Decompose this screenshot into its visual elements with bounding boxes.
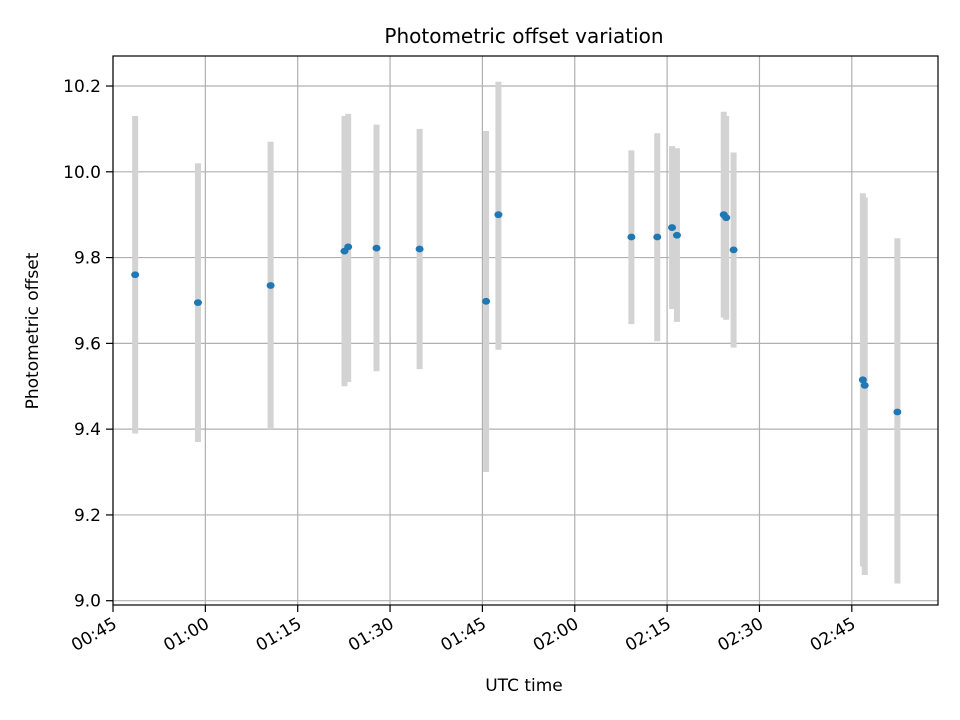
x-tick-label: 01:15: [253, 614, 305, 656]
y-tick-label: 10.2: [63, 77, 101, 97]
data-point: [266, 282, 275, 289]
data-point: [494, 211, 503, 219]
grid: [112, 56, 938, 605]
x-tick-label: 02:15: [622, 614, 674, 656]
x-tick-label: 01:30: [345, 614, 397, 656]
x-tick-label: 02:45: [807, 614, 859, 656]
data-point: [415, 245, 424, 253]
x-tick-label: 01:00: [160, 614, 212, 656]
y-tick-label: 9.2: [74, 506, 101, 526]
x-tick-label: 02:00: [530, 614, 582, 656]
data-point: [627, 233, 636, 241]
data-point: [858, 376, 867, 384]
data-point: [893, 408, 902, 416]
data-points: [131, 211, 902, 416]
y-axis-ticks: 9.0 9.2 9.4 9.6 9.8 10.0 10.2: [63, 77, 113, 612]
y-tick-label: 9.0: [74, 592, 101, 612]
x-axis-label: UTC time: [485, 676, 563, 696]
x-tick-label: 01:45: [437, 614, 489, 656]
plot-area-frame: [112, 55, 939, 606]
data-point: [372, 244, 381, 252]
data-point: [672, 231, 681, 239]
data-point: [193, 299, 202, 307]
data-point: [668, 224, 677, 231]
y-tick-label: 9.8: [74, 249, 101, 269]
data-point: [482, 297, 491, 305]
data-point: [653, 233, 662, 241]
y-axis-label: Photometric offset: [23, 252, 43, 409]
y-tick-label: 9.6: [74, 334, 101, 354]
y-tick-label: 9.4: [74, 420, 101, 440]
data-point: [722, 214, 731, 222]
chart-title: Photometric offset variation: [384, 24, 663, 48]
data-point: [860, 382, 869, 389]
data-point: [344, 243, 353, 251]
y-tick-label: 10.0: [63, 163, 101, 183]
x-tick-label: 00:45: [68, 614, 120, 656]
data-point: [729, 246, 738, 254]
error-bars: [132, 81, 901, 584]
x-axis-ticks: 00:45 01:00 01:15 01:30 01:45 02:00 02:15 02:30…: [68, 605, 859, 656]
x-tick-label: 02:30: [715, 614, 767, 656]
data-point: [131, 271, 140, 279]
